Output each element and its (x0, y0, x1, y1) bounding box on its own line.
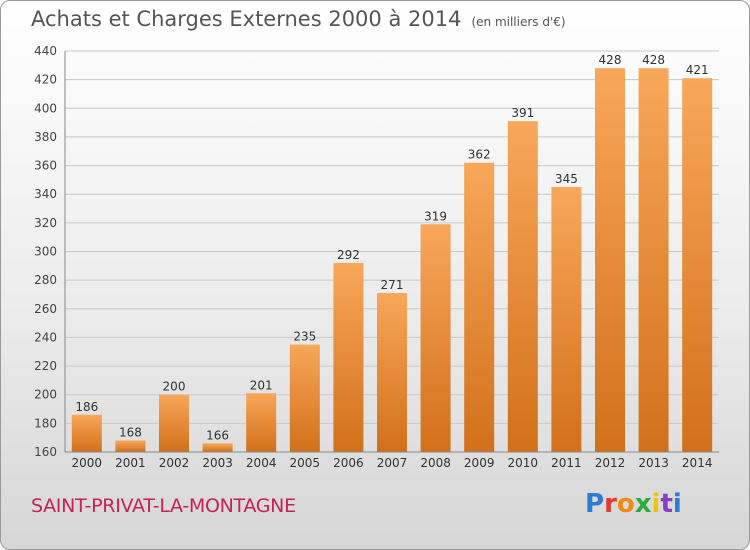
bar-value-label: 271 (381, 278, 404, 292)
x-tick-label: 2005 (290, 456, 321, 470)
bar (289, 344, 320, 452)
x-tick-label: 2014 (682, 456, 713, 470)
bar (71, 414, 102, 452)
bar-value-label: 200 (163, 380, 186, 394)
x-tick-label: 2008 (420, 456, 451, 470)
y-tick-label: 280 (34, 273, 57, 287)
bar-value-label: 235 (293, 330, 316, 344)
y-tick-label: 180 (34, 416, 57, 430)
x-tick-label: 2001 (115, 456, 146, 470)
bar (682, 78, 713, 452)
y-tick-label: 340 (34, 187, 57, 201)
bar-value-label: 292 (337, 248, 360, 262)
logo-letter: r (604, 489, 617, 519)
x-tick-label: 2010 (508, 456, 539, 470)
logo-letter: i (672, 489, 682, 519)
logo-letter: t (660, 489, 673, 519)
bar-value-label: 201 (250, 378, 273, 392)
y-tick-label: 400 (34, 101, 57, 115)
x-tick-label: 2013 (638, 456, 669, 470)
bar (507, 121, 538, 453)
chart-title-text: Achats et Charges Externes 2000 à 2014 (31, 7, 462, 31)
logo-letter: i (651, 489, 661, 519)
y-tick-label: 300 (34, 245, 57, 259)
logo-letter: x (634, 489, 652, 519)
bar (595, 68, 625, 452)
logo-letter: P (585, 489, 605, 519)
bar (420, 224, 451, 452)
bar (202, 443, 233, 452)
bar (551, 187, 582, 452)
bar (464, 162, 495, 452)
bar (115, 440, 146, 452)
x-tick-label: 2000 (72, 456, 103, 470)
bar-value-label: 428 (642, 53, 665, 67)
y-tick-label: 440 (34, 44, 57, 58)
bar (638, 68, 669, 452)
bar-value-label: 319 (424, 209, 447, 223)
y-tick-label: 240 (34, 330, 57, 344)
bar-value-label: 166 (206, 428, 229, 442)
y-tick-label: 220 (34, 359, 57, 373)
bar-value-label: 421 (686, 63, 709, 77)
bar (333, 262, 364, 452)
x-tick-label: 2004 (246, 456, 277, 470)
x-tick-label: 2009 (464, 456, 495, 470)
y-tick-label: 320 (34, 216, 57, 230)
bar-value-label: 168 (119, 426, 142, 440)
y-tick-label: 360 (34, 159, 57, 173)
x-tick-label: 2002 (159, 456, 190, 470)
y-tick-label: 420 (34, 73, 57, 87)
bar (159, 394, 189, 452)
bar-value-label: 186 (75, 400, 98, 414)
x-tick-label: 2012 (595, 456, 626, 470)
bar-value-label: 428 (599, 53, 622, 67)
x-tick-label: 2006 (333, 456, 364, 470)
chart-title: Achats et Charges Externes 2000 à 2014 (e… (31, 7, 566, 31)
bar (246, 393, 277, 452)
bar (377, 293, 407, 452)
chart-unit: (en milliers d'€) (471, 15, 566, 29)
y-tick-label: 160 (34, 445, 57, 459)
y-tick-label: 260 (34, 302, 57, 316)
logo-letter: o (616, 489, 635, 519)
y-tick-label: 380 (34, 130, 57, 144)
bar-value-label: 391 (511, 106, 534, 120)
x-tick-label: 2003 (202, 456, 233, 470)
bar-value-label: 362 (468, 148, 491, 162)
proxiti-logo: Proxiti (585, 489, 682, 519)
x-tick-label: 2011 (551, 456, 582, 470)
x-tick-label: 2007 (377, 456, 408, 470)
bar-value-label: 345 (555, 172, 578, 186)
commune-name: SAINT-PRIVAT-LA-MONTAGNE (31, 495, 296, 517)
y-tick-label: 200 (34, 388, 57, 402)
